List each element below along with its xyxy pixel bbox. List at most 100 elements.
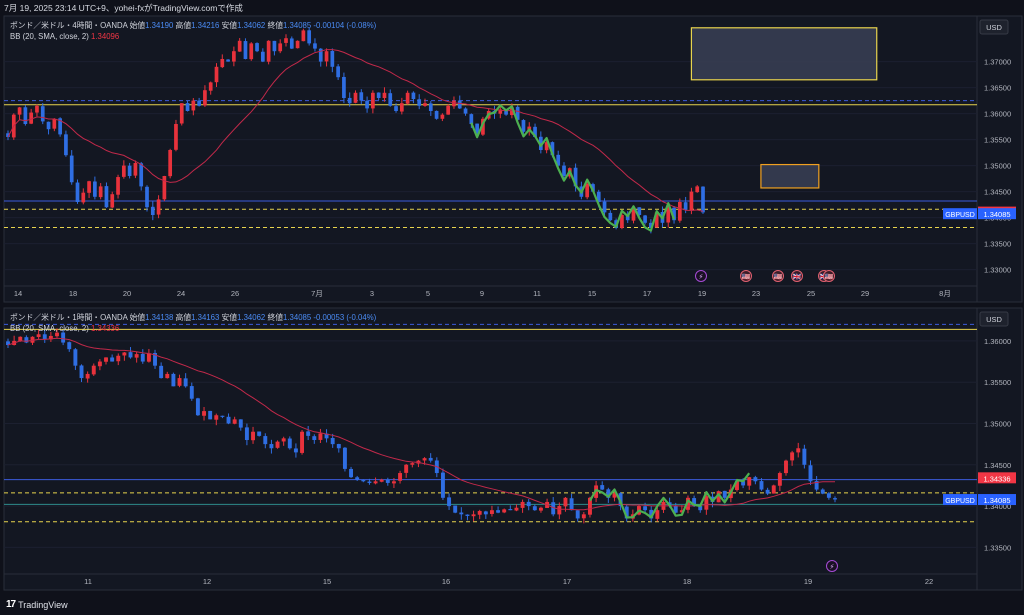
- candle-body[interactable]: [146, 353, 151, 362]
- candle-body[interactable]: [122, 352, 127, 356]
- candle-body[interactable]: [459, 512, 464, 515]
- candle-body[interactable]: [42, 334, 47, 340]
- flag-event-icon[interactable]: 🇺🇸: [823, 270, 835, 282]
- candle-body[interactable]: [716, 491, 721, 503]
- candle[interactable]: [361, 479, 366, 483]
- candle-body[interactable]: [394, 106, 398, 111]
- lightning-event-icon[interactable]: ⚡: [826, 560, 838, 572]
- candle-body[interactable]: [666, 207, 671, 223]
- candle-body[interactable]: [489, 510, 494, 514]
- candle[interactable]: [73, 348, 78, 370]
- flag-event-icon[interactable]: 🇺🇸: [740, 270, 752, 282]
- candle-body[interactable]: [591, 184, 595, 192]
- candle-body[interactable]: [255, 43, 259, 52]
- candle[interactable]: [620, 211, 624, 230]
- candle[interactable]: [278, 39, 283, 54]
- candle-body[interactable]: [85, 373, 90, 379]
- candle-body[interactable]: [679, 510, 684, 513]
- candle-body[interactable]: [465, 514, 470, 516]
- candle-body[interactable]: [382, 92, 387, 99]
- candle[interactable]: [410, 461, 415, 468]
- candle[interactable]: [168, 148, 173, 179]
- candle-body[interactable]: [244, 427, 249, 440]
- candle-body[interactable]: [214, 415, 219, 420]
- candle-body[interactable]: [686, 497, 690, 510]
- candle-body[interactable]: [538, 507, 543, 511]
- candle-body[interactable]: [220, 415, 225, 417]
- candle-body[interactable]: [735, 481, 739, 490]
- event-marker[interactable]: [740, 270, 752, 282]
- candle[interactable]: [48, 331, 53, 342]
- candle-body[interactable]: [266, 40, 271, 62]
- candle-body[interactable]: [759, 481, 764, 490]
- candle[interactable]: [453, 505, 458, 514]
- candle-body[interactable]: [251, 431, 255, 441]
- candle[interactable]: [526, 499, 531, 511]
- candle-body[interactable]: [318, 433, 323, 440]
- candle-body[interactable]: [698, 506, 703, 511]
- candle[interactable]: [165, 371, 170, 379]
- candle-body[interactable]: [575, 510, 580, 519]
- candle[interactable]: [171, 372, 176, 387]
- candle-body[interactable]: [226, 59, 230, 62]
- candle-body[interactable]: [139, 163, 144, 187]
- candle-body[interactable]: [349, 468, 354, 478]
- candle[interactable]: [55, 328, 59, 338]
- candle[interactable]: [134, 351, 139, 363]
- candle[interactable]: [197, 97, 201, 107]
- candle-body[interactable]: [69, 155, 74, 183]
- candle-body[interactable]: [313, 43, 317, 49]
- candle[interactable]: [300, 430, 305, 455]
- candle-body[interactable]: [692, 498, 697, 507]
- candle-body[interactable]: [79, 365, 84, 379]
- candle-body[interactable]: [312, 436, 317, 440]
- candle[interactable]: [69, 150, 74, 185]
- candle-body[interactable]: [608, 212, 613, 221]
- candle[interactable]: [139, 161, 144, 191]
- candle-body[interactable]: [183, 378, 188, 387]
- candle-body[interactable]: [150, 206, 155, 215]
- candle[interactable]: [477, 509, 482, 520]
- candle-body[interactable]: [520, 501, 525, 508]
- candle[interactable]: [183, 373, 188, 388]
- candle-body[interactable]: [365, 100, 369, 109]
- candle-body[interactable]: [689, 191, 694, 211]
- candle-body[interactable]: [208, 82, 213, 91]
- candle-body[interactable]: [64, 134, 68, 156]
- candle-body[interactable]: [24, 337, 29, 343]
- candle-body[interactable]: [556, 154, 561, 166]
- candle-body[interactable]: [649, 509, 654, 519]
- candle-body[interactable]: [330, 51, 335, 67]
- candle[interactable]: [243, 38, 248, 60]
- candle[interactable]: [342, 72, 346, 104]
- candle[interactable]: [150, 201, 155, 221]
- rectangle-zone[interactable]: [760, 163, 820, 189]
- candle[interactable]: [447, 493, 452, 510]
- candle-body[interactable]: [434, 110, 439, 119]
- candle-body[interactable]: [820, 489, 825, 494]
- candle[interactable]: [624, 504, 629, 522]
- indicator-name[interactable]: BB (20, SMA, close, 2): [10, 32, 91, 41]
- candle-body[interactable]: [275, 441, 280, 448]
- candle-body[interactable]: [471, 514, 476, 517]
- candle-body[interactable]: [550, 142, 555, 156]
- candle[interactable]: [122, 352, 127, 361]
- candle-body[interactable]: [385, 479, 390, 483]
- candle-body[interactable]: [538, 136, 543, 150]
- candle[interactable]: [417, 94, 422, 110]
- candle[interactable]: [306, 425, 311, 441]
- candle[interactable]: [312, 434, 317, 444]
- candle-body[interactable]: [36, 334, 41, 337]
- candle[interactable]: [502, 508, 507, 514]
- candle[interactable]: [538, 506, 543, 513]
- candle[interactable]: [179, 103, 184, 126]
- candle-body[interactable]: [411, 92, 416, 100]
- legend-indicator-line[interactable]: BB (20, SMA, close, 2) 1.34336: [10, 324, 119, 333]
- candle[interactable]: [440, 113, 445, 122]
- candle-body[interactable]: [281, 438, 286, 442]
- candle-body[interactable]: [814, 481, 819, 490]
- candle-body[interactable]: [174, 124, 178, 150]
- candle[interactable]: [269, 439, 274, 454]
- candle-body[interactable]: [156, 199, 161, 215]
- candle[interactable]: [367, 478, 372, 485]
